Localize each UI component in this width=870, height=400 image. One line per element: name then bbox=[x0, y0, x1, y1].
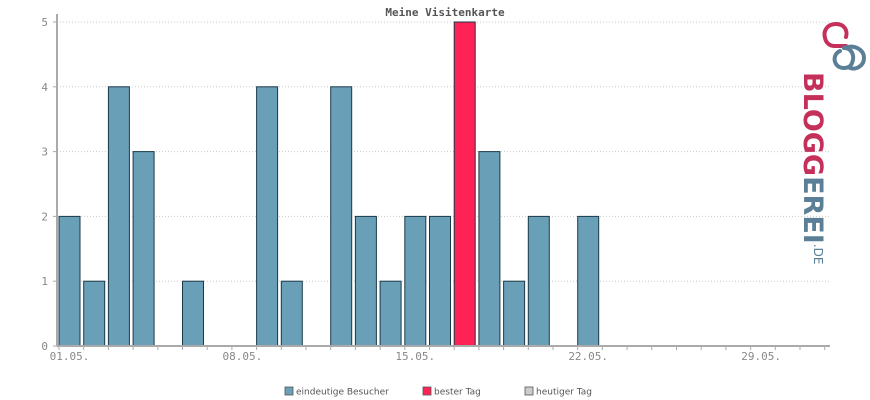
bloggerei-wordmark: BLOGGEREI.DE bbox=[797, 72, 828, 264]
y-tick-label: 1 bbox=[41, 275, 48, 288]
y-tick-label: 5 bbox=[41, 16, 48, 29]
visitor-bar bbox=[132, 151, 155, 347]
visitor-bar bbox=[182, 280, 204, 347]
visitor-bar bbox=[577, 215, 600, 347]
legend-label: eindeutige Besucher bbox=[296, 388, 389, 398]
axes: 0 1 2 3 4 5 01.05. 08.05. 15.05. 22.05. 29.05. bbox=[41, 14, 830, 363]
x-tick-label: 08.05. bbox=[223, 350, 263, 363]
visitor-bar bbox=[478, 151, 501, 347]
x-tick-label: 15.05. bbox=[395, 350, 435, 363]
y-tick-label: 2 bbox=[41, 210, 48, 223]
legend-label: heutiger Tag bbox=[536, 388, 592, 398]
legend-swatch bbox=[422, 386, 432, 396]
chart-title: Meine Visitenkarte bbox=[385, 6, 505, 19]
visitor-bar bbox=[404, 215, 427, 347]
y-tick-label: 3 bbox=[41, 146, 48, 159]
svg-text:BLOGGEREI.DE: BLOGGEREI.DE bbox=[797, 72, 828, 264]
visitor-bar bbox=[527, 215, 550, 347]
logo-tld: .DE bbox=[811, 244, 825, 265]
logo-word-b: EREI bbox=[797, 176, 828, 244]
x-tick-label: 29.05. bbox=[741, 350, 781, 363]
legend-swatch bbox=[284, 386, 294, 396]
visitor-bar bbox=[280, 280, 303, 347]
x-tick-label: 01.05. bbox=[50, 350, 90, 363]
visitor-bar bbox=[503, 280, 526, 347]
best-day-bar bbox=[453, 21, 476, 347]
visitor-bar bbox=[354, 215, 377, 347]
bloggerei-logo[interactable]: BLOGGEREI.DE bbox=[797, 22, 867, 264]
visitor-bar bbox=[256, 86, 279, 347]
visitor-bar bbox=[83, 280, 106, 347]
visitor-bar bbox=[429, 215, 451, 347]
y-tick-label: 4 bbox=[41, 81, 48, 94]
legend-swatch bbox=[524, 386, 534, 396]
visitor-bar bbox=[107, 86, 130, 347]
y-tick-label: 0 bbox=[41, 340, 48, 353]
bars bbox=[58, 21, 600, 347]
legend-label: bester Tag bbox=[434, 388, 481, 398]
visitor-bar bbox=[330, 86, 353, 347]
legend: eindeutige Besucher bester Tag heutiger Ta… bbox=[284, 386, 592, 398]
visitor-bar bbox=[379, 280, 402, 347]
x-tick-label: 22.05. bbox=[568, 350, 608, 363]
visitor-bar bbox=[58, 215, 81, 347]
bloggerei-logo-icon bbox=[822, 22, 867, 71]
logo-word-a: BLOGG bbox=[797, 72, 828, 176]
